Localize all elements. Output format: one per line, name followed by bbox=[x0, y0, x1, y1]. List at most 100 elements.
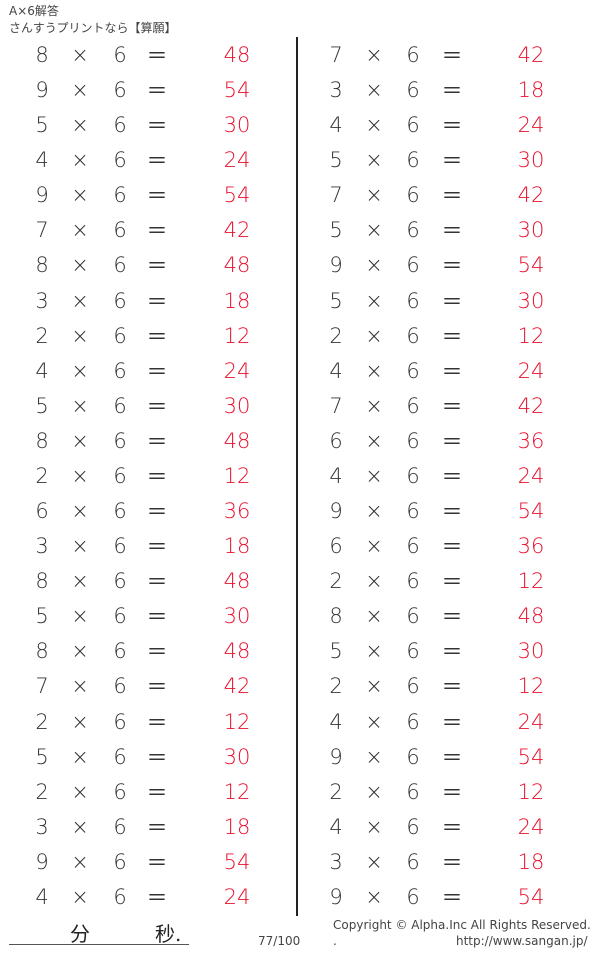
answer: 30 bbox=[223, 113, 251, 138]
multiplier: 6 bbox=[406, 499, 420, 524]
equals-sign: ＝ bbox=[441, 254, 463, 279]
copyright: Copyright © Alpha.Inc All Rights Reserve… bbox=[333, 918, 591, 932]
answer: 30 bbox=[517, 218, 545, 243]
equals-sign: ＝ bbox=[146, 429, 168, 454]
answer: 42 bbox=[223, 218, 251, 243]
answer: 54 bbox=[517, 884, 545, 909]
operand: 4 bbox=[35, 148, 49, 173]
answer: 54 bbox=[517, 253, 545, 278]
equals-sign: ＝ bbox=[441, 324, 463, 349]
equals-sign: ＝ bbox=[441, 815, 463, 840]
times-sign: × bbox=[365, 43, 383, 67]
equals-sign: ＝ bbox=[146, 324, 168, 349]
multiplier: 6 bbox=[113, 534, 127, 559]
equals-sign: ＝ bbox=[441, 535, 463, 560]
answer: 48 bbox=[223, 43, 251, 67]
times-sign: × bbox=[365, 779, 383, 804]
answer: 30 bbox=[223, 393, 251, 418]
times-sign: × bbox=[71, 288, 89, 313]
equals-sign: ＝ bbox=[146, 570, 168, 595]
answer: 36 bbox=[223, 499, 251, 524]
answer: 42 bbox=[517, 393, 545, 418]
equals-sign: ＝ bbox=[146, 219, 168, 244]
times-sign: × bbox=[365, 78, 383, 103]
multiplier: 6 bbox=[406, 218, 420, 243]
times-sign: × bbox=[71, 709, 89, 734]
multiplier: 6 bbox=[113, 288, 127, 313]
operand: 2 bbox=[329, 323, 343, 348]
answer: 48 bbox=[223, 639, 251, 664]
answer: 42 bbox=[517, 183, 545, 208]
multiplier: 6 bbox=[113, 604, 127, 629]
operand: 4 bbox=[35, 884, 49, 909]
answer: 48 bbox=[223, 569, 251, 594]
times-sign: × bbox=[71, 463, 89, 488]
times-sign: × bbox=[71, 78, 89, 103]
multiplier: 6 bbox=[113, 814, 127, 839]
times-sign: × bbox=[71, 499, 89, 524]
operand: 3 bbox=[35, 814, 49, 839]
answer: 12 bbox=[517, 674, 545, 699]
answer: 54 bbox=[223, 78, 251, 103]
answer: 12 bbox=[223, 323, 251, 348]
multiplier: 6 bbox=[406, 288, 420, 313]
equals-sign: ＝ bbox=[441, 780, 463, 805]
equals-sign: ＝ bbox=[146, 184, 168, 209]
multiplier: 6 bbox=[113, 569, 127, 594]
equals-sign: ＝ bbox=[441, 184, 463, 209]
answer: 48 bbox=[223, 253, 251, 278]
multiplier: 6 bbox=[113, 358, 127, 383]
multiplier: 6 bbox=[406, 814, 420, 839]
multiplier: 6 bbox=[406, 323, 420, 348]
equals-sign: ＝ bbox=[146, 605, 168, 630]
operand: 5 bbox=[329, 218, 343, 243]
multiplier: 6 bbox=[406, 393, 420, 418]
answer: 18 bbox=[517, 78, 545, 103]
site-url[interactable]: http://www.sangan.jp/ bbox=[456, 934, 588, 948]
multiplier: 6 bbox=[113, 43, 127, 67]
times-sign: × bbox=[71, 884, 89, 909]
times-sign: × bbox=[71, 323, 89, 348]
multiplier: 6 bbox=[113, 323, 127, 348]
equals-sign: ＝ bbox=[441, 675, 463, 700]
operand: 7 bbox=[35, 218, 49, 243]
times-sign: × bbox=[365, 674, 383, 699]
equals-sign: ＝ bbox=[146, 815, 168, 840]
multiplier: 6 bbox=[406, 43, 420, 67]
equals-sign: ＝ bbox=[146, 885, 168, 910]
multiplier: 6 bbox=[113, 849, 127, 874]
equals-sign: ＝ bbox=[146, 640, 168, 665]
operand: 8 bbox=[329, 604, 343, 629]
times-sign: × bbox=[71, 428, 89, 453]
answer: 24 bbox=[223, 148, 251, 173]
answer: 30 bbox=[223, 744, 251, 769]
multiplier: 6 bbox=[406, 779, 420, 804]
operand: 8 bbox=[35, 428, 49, 453]
operand: 4 bbox=[329, 814, 343, 839]
times-sign: × bbox=[71, 674, 89, 699]
equals-sign: ＝ bbox=[146, 394, 168, 419]
answer: 24 bbox=[517, 463, 545, 488]
answer: 12 bbox=[517, 323, 545, 348]
answer: 24 bbox=[223, 358, 251, 383]
equals-sign: ＝ bbox=[441, 710, 463, 735]
answer: 30 bbox=[517, 148, 545, 173]
answer: 54 bbox=[517, 499, 545, 524]
answer: 24 bbox=[517, 814, 545, 839]
operand: 2 bbox=[35, 709, 49, 734]
multiplier: 6 bbox=[113, 428, 127, 453]
times-sign: × bbox=[71, 253, 89, 278]
times-sign: × bbox=[365, 639, 383, 664]
times-sign: × bbox=[365, 884, 383, 909]
times-sign: × bbox=[365, 358, 383, 383]
equals-sign: ＝ bbox=[146, 780, 168, 805]
multiplier: 6 bbox=[113, 744, 127, 769]
operand: 6 bbox=[329, 428, 343, 453]
equals-sign: ＝ bbox=[441, 79, 463, 104]
equals-sign: ＝ bbox=[441, 149, 463, 174]
operand: 9 bbox=[329, 884, 343, 909]
operand: 2 bbox=[329, 674, 343, 699]
multiplier: 6 bbox=[406, 428, 420, 453]
operand: 9 bbox=[35, 78, 49, 103]
answer: 18 bbox=[223, 288, 251, 313]
